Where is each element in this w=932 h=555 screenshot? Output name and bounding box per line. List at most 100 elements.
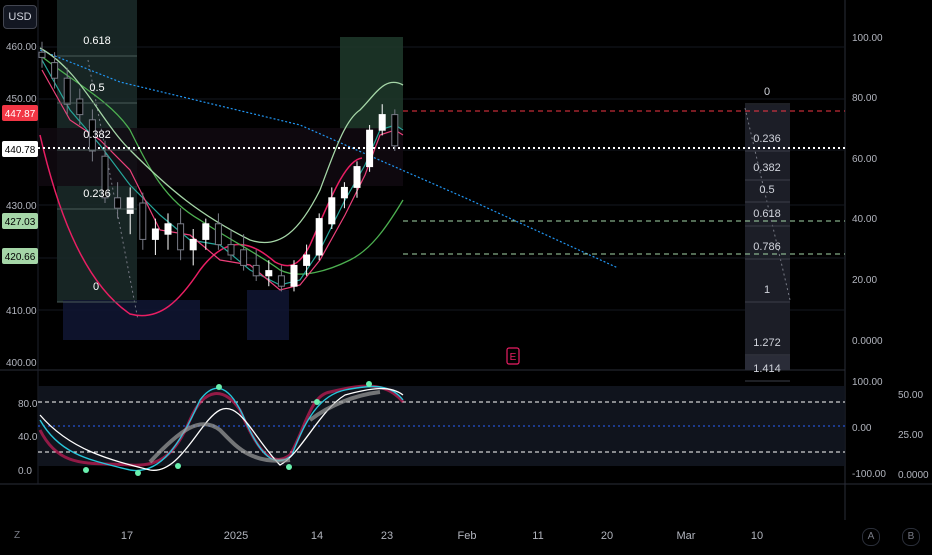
candle (378, 104, 386, 136)
price-tag: 447.87 (2, 105, 38, 121)
fib-right-label: 0 (764, 86, 770, 98)
left-axis-label: 450.00 (6, 94, 37, 105)
right-axis-label: 20.00 (852, 275, 877, 286)
left-axis-label: 460.00 (6, 42, 37, 53)
price-tag: 440.78 (2, 141, 38, 157)
candle-body (240, 249, 248, 266)
candle (214, 213, 222, 250)
left-axis-label: 400.00 (6, 358, 37, 369)
candle (202, 218, 210, 250)
candle (189, 229, 197, 266)
osc-gray-histogram (148, 390, 381, 464)
fib-zone-right-ext (745, 356, 790, 370)
candle (353, 161, 361, 198)
candle-body (265, 270, 273, 277)
right-axis-label: 0.0000 (852, 336, 883, 347)
price-tag-bg (2, 213, 38, 229)
osc-signal-dot (366, 381, 372, 387)
osc-signal-dot (216, 384, 222, 390)
candle (227, 229, 235, 261)
candle-body (38, 51, 46, 58)
osc-signal-dot (83, 467, 89, 473)
right-axis-label: 100.00 (852, 33, 883, 44)
fib-left-label: 0.236 (83, 188, 111, 200)
candle (101, 140, 109, 203)
candle-body (189, 238, 197, 251)
osc-right-axis-label: 0.00 (852, 423, 872, 434)
osc-left-axis-label: 0.0 (18, 466, 32, 477)
candle-body (164, 223, 172, 235)
osc-right-outer-label: 25.00 (898, 430, 923, 441)
earnings-marker-box (506, 347, 520, 365)
fib-right-label: 0.382 (753, 162, 781, 174)
candle-body (391, 114, 399, 147)
osc-signal-dot (286, 464, 292, 470)
candle-body (214, 223, 222, 246)
earnings-marker: E (506, 347, 520, 365)
candle (391, 109, 399, 151)
osc-left-axis-label: 40.0 (18, 432, 38, 443)
candle-body (366, 129, 374, 168)
price-tag-label: 440.78 (5, 145, 36, 156)
auto-scale-button[interactable]: A (862, 528, 880, 546)
time-axis-label: 23 (381, 530, 393, 542)
time-axis-label: 20 (601, 530, 613, 542)
fib-diagonal-left (87, 59, 139, 321)
candle-body (76, 98, 84, 116)
candle (88, 109, 96, 162)
currency-button[interactable]: USD (3, 5, 37, 29)
osc-right-outer-label: 50.00 (898, 390, 923, 401)
osc-right-axis-label: 100.00 (852, 377, 883, 388)
candle (265, 260, 273, 287)
candle (290, 260, 298, 292)
right-axis-label: 80.00 (852, 93, 877, 104)
candle (76, 88, 84, 125)
fib-right-label: 0.236 (753, 133, 781, 145)
candle (139, 192, 147, 250)
demand-zone-mid (247, 290, 289, 340)
candle (315, 213, 323, 261)
candle (177, 208, 185, 261)
price-tag: 427.03 (2, 213, 38, 229)
osc-left-axis-label: 80.0 (18, 399, 38, 410)
candle-body (277, 275, 285, 287)
candle-body (290, 264, 298, 287)
candle (277, 265, 285, 292)
candle-body (101, 155, 109, 199)
candle-body (202, 223, 210, 240)
osc-right-axis-label: -100.00 (852, 469, 886, 480)
candle-body (227, 244, 235, 256)
price-tag-bg (2, 248, 38, 264)
candle-body (378, 114, 386, 131)
candle-body (353, 166, 361, 188)
osc-signal-dot (135, 470, 141, 476)
candle-body (88, 119, 96, 152)
price-tag-bg (2, 105, 38, 121)
fib-right-label: 1 (764, 284, 770, 296)
fib-right-label: 0.786 (753, 241, 781, 253)
osc-signal-dot (314, 399, 320, 405)
candle-body (315, 218, 323, 256)
upper-band (39, 47, 404, 244)
fib-left-label: 0 (93, 281, 99, 293)
time-axis-label: 14 (311, 530, 323, 542)
time-axis-label: Mar (677, 530, 696, 542)
candle (151, 218, 159, 255)
time-axis-label: 2025 (224, 530, 248, 542)
time-axis-label: 10 (751, 530, 763, 542)
candle-body (177, 223, 185, 251)
log-scale-button[interactable]: B (902, 528, 920, 546)
candle-body (340, 186, 348, 199)
candle (114, 182, 122, 219)
timezone-button[interactable]: Z (13, 530, 21, 541)
fib-right-label: 1.414 (753, 363, 781, 375)
candle-body (151, 228, 159, 240)
time-axis-label: 11 (532, 530, 543, 542)
osc-band (38, 386, 845, 466)
candle-body (303, 254, 311, 266)
right-axis-label: 40.00 (852, 214, 877, 225)
candle (252, 249, 260, 281)
right-axis-label: 60.00 (852, 154, 877, 165)
